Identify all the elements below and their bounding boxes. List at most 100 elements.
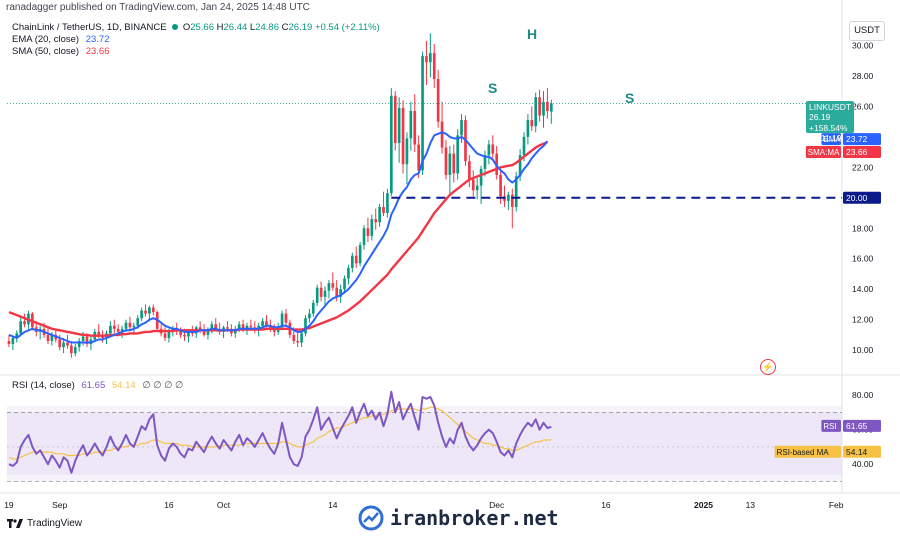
- candle-body: [343, 278, 346, 290]
- time-tick-label: Sep: [52, 500, 67, 510]
- candle-body: [97, 331, 101, 335]
- candle-body: [429, 53, 432, 63]
- candle-body: [526, 120, 530, 137]
- candle-body: [370, 219, 374, 236]
- candle-body: [327, 283, 331, 291]
- candle-body: [331, 283, 335, 288]
- candle-body: [210, 324, 214, 331]
- price-tag-symbol: LINKUSDT: [809, 102, 852, 112]
- symbol-name: ChainLink / TetherUS, 1D, BINANCE: [12, 22, 167, 33]
- candle-body: [425, 56, 428, 63]
- ema-side-label-text: EMA: [823, 135, 841, 144]
- time-tick-label: 2025: [694, 500, 713, 510]
- rsi-side-label-text: RSI: [823, 422, 836, 431]
- sma-price-tag-text: 23.66: [846, 147, 868, 157]
- rsi-side-label-bg: [821, 419, 841, 432]
- ema-price-tag-bg: [843, 133, 881, 146]
- candle-body: [85, 336, 89, 345]
- currency-selector[interactable]: USDT: [849, 21, 885, 41]
- open-label: O: [182, 22, 191, 33]
- price-tag-change: +158.54%: [809, 122, 848, 133]
- candle-body: [77, 341, 81, 348]
- candle-body: [378, 206, 381, 223]
- broker-logo-icon: [358, 505, 384, 531]
- candle-body: [187, 331, 190, 337]
- candle-body: [354, 255, 358, 264]
- rsi-ma-side-label-bg: [774, 445, 841, 458]
- candle-body: [452, 153, 456, 174]
- candle-body: [183, 334, 186, 337]
- price-tag-countdown: 09:11:19: [809, 132, 842, 143]
- rsi-tick-label: 80.00: [852, 390, 874, 400]
- tradingview-logo[interactable]: TradingView: [7, 518, 82, 529]
- price-tick-label: 12.00: [852, 315, 874, 325]
- price-tick-label: 26.00: [852, 101, 874, 111]
- candle-body: [374, 219, 378, 223]
- sma-label: SMA (50, close): [12, 46, 80, 57]
- candle-body: [15, 333, 19, 338]
- price-tag-price: 26.19: [809, 112, 831, 123]
- candle-body: [468, 161, 471, 180]
- rsi-price-tag-bg: [843, 419, 881, 432]
- symbol-legend: ChainLink / TetherUS, 1D, BINANCE O25.66…: [12, 22, 380, 34]
- candle-body: [479, 168, 483, 186]
- candle-body: [386, 193, 389, 214]
- candle-body: [128, 322, 132, 328]
- candle-body: [432, 53, 436, 79]
- candle-body: [390, 95, 393, 194]
- candle-body: [413, 110, 417, 145]
- candle-body: [73, 347, 77, 354]
- candle-body: [58, 339, 62, 348]
- candle-body: [549, 103, 553, 112]
- candle-body: [70, 345, 73, 354]
- price-tick-label: 22.00: [852, 162, 874, 172]
- head-label: H: [527, 26, 538, 42]
- candle-body: [23, 321, 26, 325]
- candle-body: [19, 321, 22, 334]
- candle-body: [62, 342, 65, 348]
- candle-body: [358, 245, 362, 264]
- candle-body: [206, 330, 210, 335]
- rsi-ma-side-label-text: RSI-based MA: [777, 448, 830, 457]
- candle-body: [362, 228, 366, 246]
- candle-body: [265, 321, 268, 326]
- candle-body: [448, 153, 452, 175]
- candle-body: [292, 334, 296, 342]
- candle-body: [50, 334, 54, 342]
- time-tick-label: Dec: [489, 500, 505, 510]
- price-tick-label: 16.00: [852, 254, 874, 264]
- rsi-ma-value: 54.14: [111, 380, 136, 391]
- rsi-side-label: RSI: [821, 419, 841, 432]
- flash-icon[interactable]: ⚡: [760, 359, 776, 375]
- candle-body: [518, 155, 522, 177]
- candle-body: [116, 328, 120, 332]
- candle-body: [202, 330, 206, 335]
- support-price-tag: 20.00: [843, 191, 881, 204]
- sma-value: 23.66: [85, 46, 110, 57]
- time-tick-label: Oct: [217, 500, 231, 510]
- ema-legend[interactable]: EMA (20, close) 23.72: [12, 34, 109, 46]
- last-price-tag: LINKUSDT 26.19 +158.54% 09:11:19: [806, 101, 854, 143]
- candle-body: [179, 330, 182, 335]
- watermark: iranbroker.net: [358, 505, 559, 531]
- rsi-ma-price-tag-bg: [843, 445, 881, 458]
- rsi-price-tag-text: 61.65: [846, 421, 868, 431]
- candle-body: [304, 318, 307, 334]
- candle-body: [507, 194, 510, 201]
- sma-price-tag: 23.66: [843, 146, 881, 159]
- sma-price-tag-bg: [843, 146, 881, 159]
- candle-body: [460, 120, 463, 136]
- close-value: 26.19: [288, 22, 313, 33]
- price-tick-label: 14.00: [852, 284, 874, 294]
- rsi-price-tag: 61.65: [843, 419, 881, 432]
- candle-body: [475, 185, 479, 191]
- candle-body: [530, 120, 534, 127]
- time-tick-label: 14: [328, 500, 338, 510]
- rsi-legend[interactable]: RSI (14, close) 61.65 54.14 ∅ ∅ ∅ ∅: [12, 380, 183, 392]
- candle-body: [7, 341, 11, 345]
- ema-label: EMA (20, close): [12, 34, 80, 45]
- candle-body: [440, 121, 444, 148]
- close-label: C: [281, 22, 289, 33]
- sma-legend[interactable]: SMA (50, close) 23.66: [12, 46, 109, 58]
